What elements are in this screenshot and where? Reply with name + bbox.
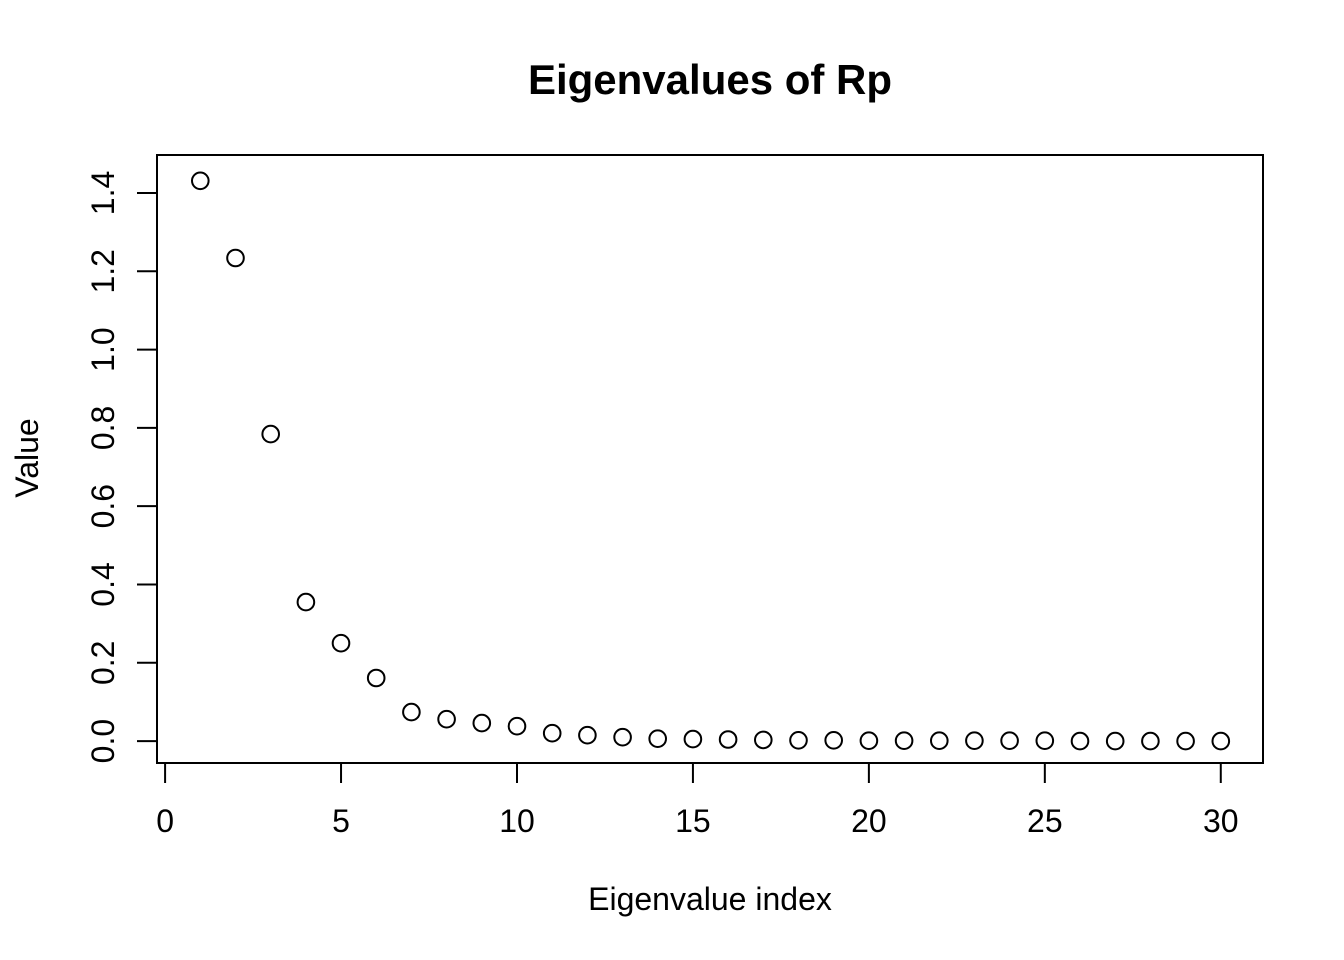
- y-tick-label: 0.0: [85, 719, 121, 763]
- data-point: [226, 248, 245, 268]
- data-point: [1070, 731, 1090, 751]
- x-tick-label: 15: [675, 803, 711, 839]
- y-tick-label: 0.2: [85, 641, 121, 685]
- data-point: [965, 731, 984, 751]
- x-tick-label: 30: [1203, 803, 1239, 839]
- x-tick-label: 5: [332, 803, 350, 839]
- y-tick-label: 0.8: [85, 406, 121, 450]
- x-axis: 0 5 10 15 20 25 30: [156, 763, 1239, 839]
- data-point: [296, 592, 316, 612]
- y-tick-label: 1.2: [85, 249, 121, 293]
- data-point: [859, 731, 879, 751]
- data-point: [542, 723, 562, 743]
- x-axis-title: Eigenvalue index: [588, 881, 832, 917]
- data-point: [191, 171, 210, 191]
- data-point: [1000, 731, 1019, 751]
- x-tick-label: 0: [156, 803, 174, 839]
- data-point: [613, 727, 632, 747]
- plot-box: [156, 154, 1264, 764]
- data-point: [261, 424, 281, 444]
- data-point: [1105, 731, 1125, 751]
- data-point: [789, 731, 808, 750]
- data-point: [472, 713, 492, 733]
- y-axis: 0.0 0.2 0.4 0.6 0.8 1.0 1.2 1.4: [85, 171, 157, 763]
- data-point: [824, 731, 844, 750]
- y-tick-label: 0.6: [85, 484, 121, 528]
- data-point: [683, 729, 703, 749]
- y-tick-label: 1.4: [85, 171, 121, 215]
- data-points: [191, 171, 1231, 751]
- data-point: [754, 730, 773, 750]
- data-point: [402, 702, 421, 722]
- data-point: [648, 729, 668, 749]
- data-point: [894, 731, 914, 751]
- data-point: [507, 716, 527, 736]
- x-tick-label: 10: [499, 803, 535, 839]
- y-tick-label: 1.0: [85, 327, 121, 371]
- y-tick-label: 0.4: [85, 562, 121, 606]
- x-tick-label: 25: [1027, 803, 1063, 839]
- chart-title: Eigenvalues of Rp: [528, 56, 892, 103]
- data-point: [366, 668, 386, 688]
- data-point: [578, 725, 597, 745]
- x-tick-label: 20: [851, 803, 887, 839]
- data-point: [331, 633, 351, 653]
- data-point: [718, 730, 738, 749]
- data-point: [1035, 731, 1055, 751]
- data-point: [1211, 731, 1231, 751]
- data-point: [930, 731, 949, 751]
- data-point: [1141, 731, 1160, 751]
- y-axis-title: Value: [9, 418, 45, 497]
- data-point: [437, 709, 456, 729]
- data-point: [1176, 731, 1195, 751]
